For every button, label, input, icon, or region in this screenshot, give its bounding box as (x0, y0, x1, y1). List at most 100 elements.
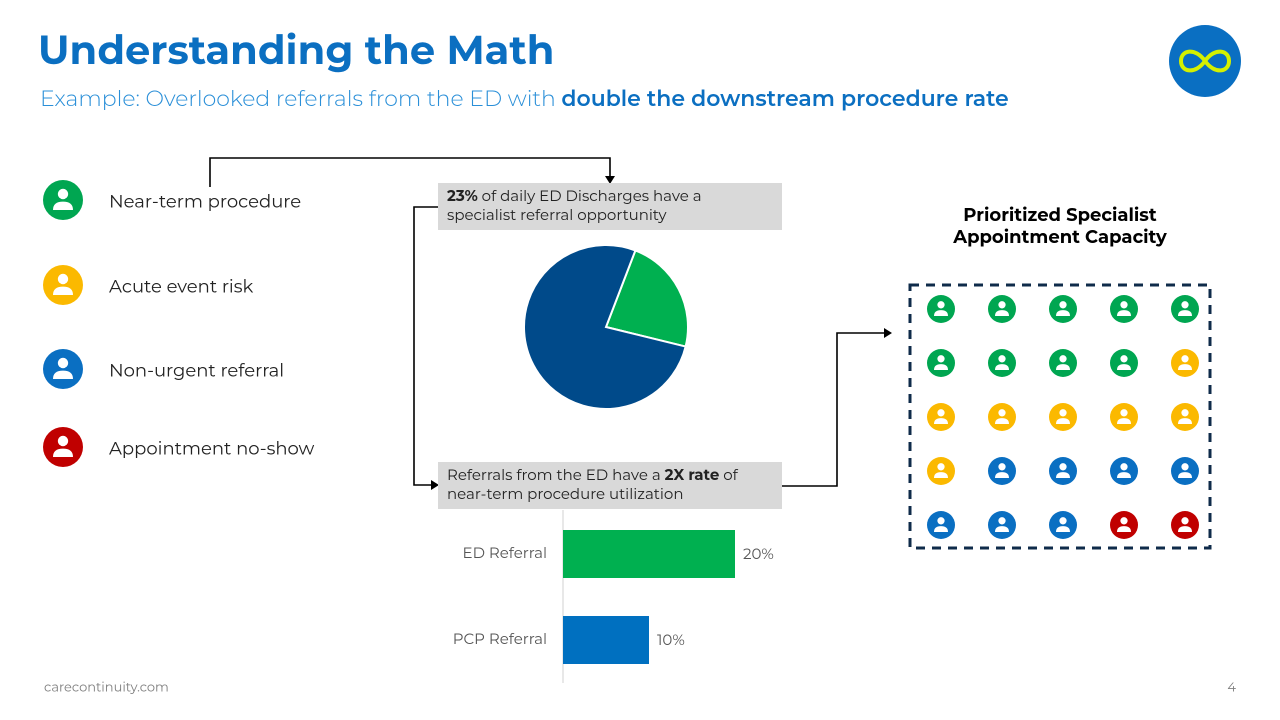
icon-body (1056, 364, 1070, 370)
icon-head (937, 517, 945, 525)
icon-body (53, 201, 73, 210)
icon-head (57, 273, 69, 285)
person-icon (43, 265, 83, 305)
person-icon (43, 180, 83, 220)
icon-head (1181, 409, 1189, 417)
connector (413, 206, 438, 486)
icon-head (998, 463, 1006, 471)
icon-head (1120, 355, 1128, 363)
callout-text: specialist referral opportunity (447, 205, 667, 224)
icon-head (998, 355, 1006, 363)
person-icon (1171, 403, 1199, 431)
logo-infinity (1178, 49, 1232, 73)
icon-circle (43, 427, 83, 467)
icon-circle (1049, 511, 1077, 539)
callout-part: near-term procedure utilization (447, 484, 683, 503)
icon-circle (1171, 403, 1199, 431)
icon-circle (1171, 295, 1199, 323)
bar-category: ED Referral (463, 543, 547, 562)
icon-body (995, 526, 1009, 532)
icon-body (1178, 364, 1192, 370)
icon-body (995, 364, 1009, 370)
person-icon (1171, 295, 1199, 323)
icon-head (1181, 463, 1189, 471)
subtitle-part: Example: Overlooked referrals from the E… (40, 85, 561, 112)
callout-box (438, 462, 782, 509)
icon-circle (988, 511, 1016, 539)
person-icon (1171, 349, 1199, 377)
person-icon (927, 349, 955, 377)
callout-text: near-term procedure utilization (447, 484, 683, 503)
bar (563, 530, 735, 578)
callout-text: Referrals from the ED have a 2X rate of (447, 465, 739, 484)
icon-head (937, 463, 945, 471)
icon-circle (1049, 349, 1077, 377)
icon-body (53, 286, 73, 295)
icon-body (1056, 472, 1070, 478)
icon-circle (988, 457, 1016, 485)
icon-circle (927, 295, 955, 323)
connector (782, 332, 884, 487)
icon-body (934, 418, 948, 424)
person-icon (927, 511, 955, 539)
icon-head (1120, 517, 1128, 525)
icon-body (1117, 526, 1131, 532)
callout-part: of daily ED Discharges have a (478, 186, 702, 205)
icon-body (995, 472, 1009, 478)
page-number: 4 (1227, 679, 1236, 695)
person-icon (1049, 457, 1077, 485)
icon-circle (927, 349, 955, 377)
person-icon (927, 295, 955, 323)
person-icon (1171, 511, 1199, 539)
icon-head (1059, 301, 1067, 309)
icon-circle (1110, 403, 1138, 431)
icon-body (995, 418, 1009, 424)
person-icon (1049, 295, 1077, 323)
person-icon (1049, 403, 1077, 431)
subtitle-part: double the downstream procedure rate (561, 85, 1008, 112)
icon-circle (43, 180, 83, 220)
icon-circle (927, 403, 955, 431)
arrowhead (431, 480, 439, 490)
icon-head (1120, 409, 1128, 417)
legend-label: Near-term procedure (109, 191, 301, 213)
person-icon (988, 403, 1016, 431)
icon-body (53, 370, 73, 379)
person-icon (988, 457, 1016, 485)
legend-label: Non-urgent referral (109, 360, 284, 382)
icon-body (934, 472, 948, 478)
logo (1169, 25, 1241, 97)
icon-body (1178, 472, 1192, 478)
capacity-box (908, 283, 1212, 550)
icon-circle (927, 511, 955, 539)
person-icon (927, 457, 955, 485)
bar (563, 616, 649, 664)
callout-text: 23% of daily ED Discharges have a (447, 186, 702, 205)
pie-slice (523, 244, 687, 410)
person-icon (1049, 349, 1077, 377)
icon-body (53, 448, 73, 457)
icon-circle (988, 403, 1016, 431)
icon-head (1181, 301, 1189, 309)
person-icon (1049, 511, 1077, 539)
person-icon (43, 349, 83, 389)
icon-circle (1171, 349, 1199, 377)
icon-head (937, 355, 945, 363)
icon-circle (43, 265, 83, 305)
icon-head (998, 301, 1006, 309)
arrowheads (431, 176, 892, 490)
person-icon (1171, 457, 1199, 485)
icon-head (937, 409, 945, 417)
callout-part: 2X rate (665, 465, 720, 484)
person-icon (988, 511, 1016, 539)
bar-category: PCP Referral (453, 629, 547, 648)
icon-body (1056, 526, 1070, 532)
icon-circle (1110, 295, 1138, 323)
icon-body (995, 310, 1009, 316)
icon-circle (1171, 511, 1199, 539)
icon-head (1120, 463, 1128, 471)
icon-circle (988, 349, 1016, 377)
icon-body (1117, 310, 1131, 316)
icon-head (1120, 301, 1128, 309)
